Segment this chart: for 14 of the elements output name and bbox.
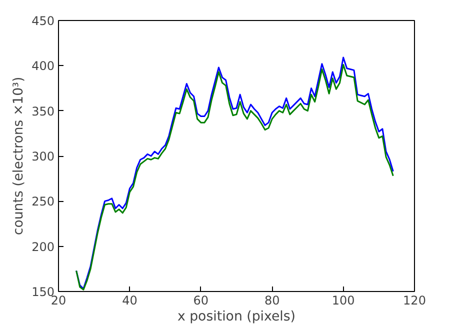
x-tick-label: 120 <box>403 294 426 308</box>
x-tick-label: 80 <box>264 294 280 308</box>
x-tick-label: 100 <box>332 294 355 308</box>
y-tick-label: 350 <box>32 104 54 118</box>
y-tick-label: 300 <box>32 150 54 164</box>
y-axis-title: counts (electrons ×10³) <box>12 76 27 236</box>
y-tick-label: 400 <box>32 59 54 74</box>
x-tick-label: 60 <box>193 294 209 308</box>
y-tick-label: 450 <box>32 14 54 28</box>
x-tick-label: 40 <box>122 294 138 308</box>
y-tick-label: 250 <box>32 194 54 209</box>
y-tick-label: 200 <box>32 240 54 254</box>
x-axis-title: x position (pixels) <box>177 310 296 324</box>
y-tick-label: 150 <box>32 285 54 299</box>
